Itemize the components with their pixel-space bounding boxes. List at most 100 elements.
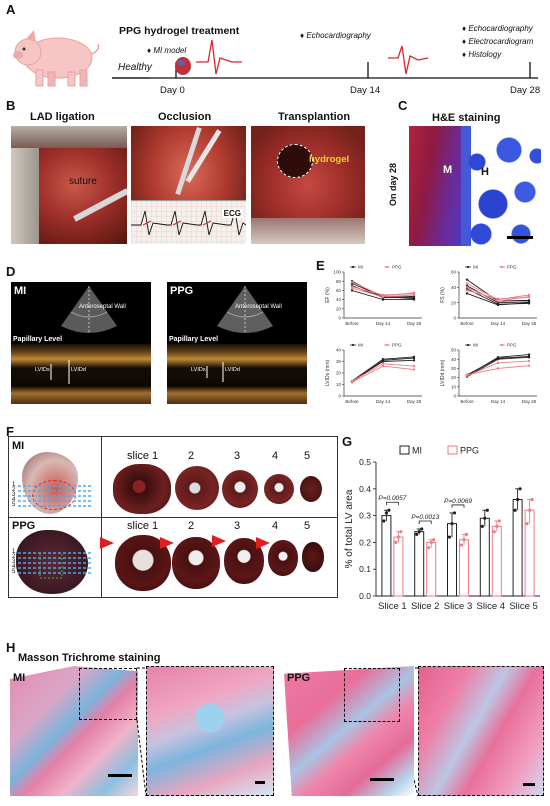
ppg-slice-5 [302,542,324,572]
data-point-mi [415,532,419,536]
x-tick-label: Day 28 [407,399,422,404]
legend-marker-ppg [500,343,504,347]
transplantion-photo: hydrogel [251,126,365,244]
panel-letter-b: B [6,98,16,113]
data-point-ppg [427,546,431,550]
data-point-ppg [432,538,436,542]
masson-mi-image [10,666,138,796]
x-tick-label: Slice 4 [477,601,506,612]
panel-letter-c: C [398,98,408,113]
x-tick-label: Before [345,321,359,326]
data-point-mi [412,298,416,301]
data-point-mi [381,360,385,363]
y-axis-label: FS (%) [440,287,446,303]
level-number: 2 [12,554,16,560]
scale-bar [370,778,394,781]
panel-a-title: PPG hydrogel treatment [119,25,240,37]
x-tick-label: Day 28 [522,321,537,326]
occlusion-photo: ECG [131,126,246,244]
panel-g-bar-chart: 0.0 0.1 0.2 0.3 0.4 0.5 % of total LV area MI PP… [344,445,540,612]
ecg-inset-trace [131,201,246,244]
masson-ppg-zoom-box [344,668,400,722]
x-tick-label: Before [345,399,359,404]
level-number: 3 [12,559,16,565]
legend-label-ppg: PPG [392,265,402,270]
legend-label-mi: MI [473,343,478,348]
data-point-mi [527,353,531,356]
ecg-inset: ECG [131,200,246,244]
data-point-ppg [464,532,469,536]
mi-model-label: ♦ MI model [147,46,187,55]
y-tick-label: 0 [453,316,456,321]
level-number: 5 [12,502,16,508]
suture-label: suture [69,176,97,187]
h-label: H [481,166,489,178]
b-title-transplantion: Transplantion [278,111,351,123]
data-point-mi [480,524,484,528]
panel-letter-e: E [316,258,325,273]
level-number: 5 [12,569,16,575]
day14-event: ♦ Echocardiography [300,31,371,40]
x-tick-label: Slice 1 [378,601,407,612]
level-number: 4 [12,564,16,570]
legend-marker-mi [351,343,355,347]
masson-title: Masson Trichrome staining [18,652,161,664]
data-point-ppg [462,538,466,542]
day14-event-text: Echocardiography [306,31,371,40]
b-title-occlusion: Occlusion [158,111,212,123]
x-tick-label: Day 28 [407,321,422,326]
level-number: 4 [12,497,16,503]
data-point-mi [518,487,522,491]
significance-bracket [386,501,399,506]
data-point-ppg [496,367,500,370]
echo-ppg-lvidd: LVIDd [225,367,240,373]
data-point-ppg [350,280,354,284]
legend-swatch-mi [399,445,410,455]
data-point-ppg [465,289,469,292]
data-point-mi [452,511,457,515]
echo-image-mi: MI Anteroseptal Wall Papillary Level LVI… [11,282,151,404]
data-point-ppg [459,543,464,547]
data-point-ppg [527,364,531,367]
y-tick-label: 30 [336,359,342,364]
data-point-ppg [381,293,385,297]
y-axis-label: % of total LV area [344,489,355,568]
y-tick-label: 80 [336,279,342,284]
mi-level-numbers: 1 2 3 4 5 [12,482,16,508]
y-tick-label: 0.5 [359,457,371,467]
day28-event: ♦ Electrocardiogram [462,37,534,46]
data-point-ppg [530,497,534,502]
ecg-trace-day0 [196,39,242,75]
day-0-label: Day 0 [160,85,185,96]
mi-slice-label-4: 4 [272,450,279,462]
data-point-ppg [412,364,416,368]
y-tick-label: 10 [451,384,457,389]
panel-letter-g: G [342,434,353,449]
ppg-level-numbers: 1 2 3 4 5 [12,549,16,575]
level-number: 1 [12,549,16,555]
ecg-trace-day14 [388,45,429,75]
p-value-label: P=0.0069 [444,498,472,505]
he-staining-image: M H [409,126,541,246]
data-point-mi [513,508,517,512]
legend-label-mi: MI [412,446,422,456]
data-point-ppg [465,286,469,289]
x-tick-label: Day 14 [376,399,391,404]
y-tick-label: 20 [451,375,457,380]
echo-mi-wall: Anteroseptal Wall [79,304,126,310]
line-chart-ef: 0 20 40 60 80 100 Before Day 14 Day 28 EF (%) MI PP… [325,265,422,326]
p-value-label: P=0.0057 [378,495,406,502]
data-point-ppg [495,524,499,528]
legend-label-ppg: PPG [460,446,479,456]
ppg-slice-label-2: 2 [188,520,195,532]
x-tick-label: Slice 5 [509,601,538,612]
legend-label-mi: MI [473,265,478,270]
data-point-mi [412,359,416,362]
timeline [112,39,538,79]
panel-letter-h: H [6,640,16,655]
echo-mi-lvids: LVIDs [35,367,50,373]
data-point-ppg [381,364,385,368]
ppg-level-lines [18,552,92,579]
data-point-mi [412,356,416,360]
y-tick-label: 20 [336,306,342,311]
